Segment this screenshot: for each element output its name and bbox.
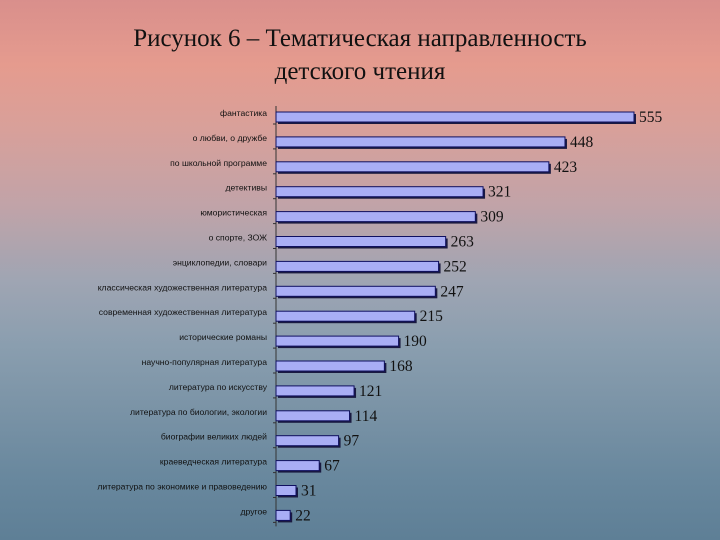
bar bbox=[275, 211, 476, 223]
bar bbox=[275, 460, 320, 472]
value-label: 423 bbox=[554, 159, 578, 176]
category-label: юмористическая bbox=[200, 208, 267, 218]
bar bbox=[275, 385, 355, 397]
bar bbox=[275, 410, 351, 422]
category-label: литература по экономике и правоведению bbox=[97, 482, 267, 492]
category-label: краеведческая литература bbox=[160, 457, 267, 467]
value-label: 97 bbox=[344, 433, 360, 450]
bar bbox=[275, 236, 447, 247]
category-label: другое bbox=[241, 506, 268, 516]
value-label: 121 bbox=[359, 383, 382, 400]
value-label: 215 bbox=[420, 308, 444, 325]
bar bbox=[275, 485, 297, 496]
value-label: 22 bbox=[295, 507, 311, 524]
value-label: 67 bbox=[324, 458, 340, 475]
value-label: 321 bbox=[488, 184, 511, 201]
chart-title-line-2: детского чтения bbox=[274, 58, 446, 85]
category-label: детективы bbox=[226, 183, 267, 193]
category-label: научно-популярная литература bbox=[142, 357, 268, 367]
category-label: о любви, о дружбе bbox=[193, 133, 268, 143]
category-label: современная художественная литература bbox=[99, 307, 267, 317]
category-label: литература по искусству bbox=[169, 382, 268, 392]
value-label: 309 bbox=[480, 209, 504, 226]
category-label: биографии великих людей bbox=[161, 432, 267, 442]
bar bbox=[275, 509, 291, 521]
category-label: исторические романы bbox=[179, 332, 267, 342]
bar bbox=[275, 360, 385, 372]
bar bbox=[275, 111, 635, 123]
category-label: по школьной программе bbox=[170, 158, 267, 168]
bar bbox=[275, 310, 416, 322]
bar bbox=[275, 435, 340, 447]
category-label: классическая художественная литература bbox=[98, 282, 268, 292]
value-label: 448 bbox=[570, 134, 594, 151]
category-label: литература по биологии, экологии bbox=[130, 407, 267, 417]
value-label: 190 bbox=[404, 333, 428, 350]
bar bbox=[275, 186, 484, 198]
value-label: 31 bbox=[301, 483, 317, 500]
bar bbox=[275, 285, 436, 297]
bar bbox=[275, 136, 566, 148]
chart-title: Рисунок 6 – Тематическая направленность … bbox=[0, 22, 720, 88]
bar bbox=[275, 335, 400, 347]
value-label: 555 bbox=[639, 109, 663, 126]
bar bbox=[275, 260, 440, 272]
category-label: фантастика bbox=[220, 108, 267, 118]
value-label: 114 bbox=[355, 408, 378, 425]
value-label: 247 bbox=[440, 283, 464, 300]
value-label: 168 bbox=[389, 358, 413, 375]
bar bbox=[275, 161, 550, 173]
category-label: о спорте, ЗОЖ bbox=[209, 233, 267, 243]
category-label: энциклопедии, словари bbox=[173, 257, 267, 267]
chart-title-line-1: Рисунок 6 – Тематическая направленность bbox=[133, 25, 587, 52]
value-label: 252 bbox=[444, 258, 467, 275]
value-label: 263 bbox=[451, 234, 475, 251]
